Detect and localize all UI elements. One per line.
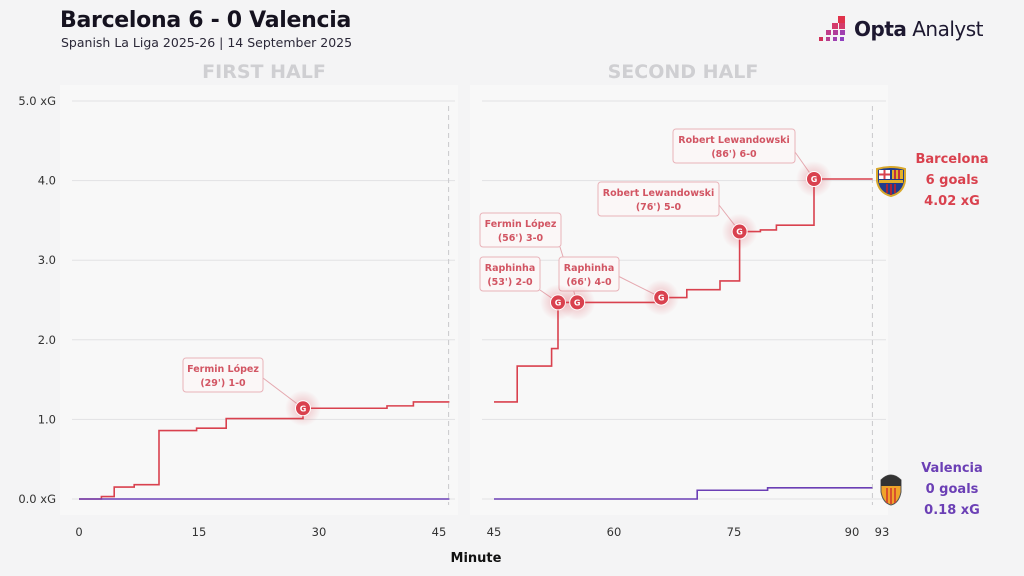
- valencia-team-name: Valencia: [921, 461, 983, 476]
- half-title: SECOND HALF: [608, 61, 759, 83]
- goal-marker-icon: [806, 171, 822, 188]
- goal-scorer: Fermin López: [485, 219, 557, 230]
- barcelona-xg-line: [494, 178, 873, 403]
- x-tick-label: 90: [845, 525, 860, 539]
- goal-minute-score: (66') 4-0: [566, 277, 612, 288]
- annotation-box: [479, 256, 541, 292]
- annotation-box: [182, 357, 264, 393]
- goal-minute-score: (76') 5-0: [636, 202, 682, 213]
- goal-marker-label: G: [658, 294, 665, 303]
- barcelona-team-name: Barcelona: [915, 152, 988, 167]
- y-tick-label: 1.0: [38, 412, 56, 426]
- crest-bat: [881, 475, 901, 486]
- valencia-total-xg: 0.18 xG: [924, 503, 980, 518]
- crest-cross: [879, 173, 890, 176]
- goal-marker-label: G: [811, 175, 818, 184]
- crest-stripes: [886, 488, 896, 504]
- annotation-box: [597, 181, 720, 217]
- valencia-goals: 0 goals: [926, 482, 979, 497]
- first-half-panel: [60, 85, 458, 515]
- x-tick-label: 75: [727, 525, 742, 539]
- y-tick-label: 3.0: [38, 253, 56, 267]
- x-tick-label: 45: [432, 525, 447, 539]
- x-tick-label: 93: [875, 525, 890, 539]
- crest-band: [879, 180, 903, 183]
- crest-stripe: [898, 170, 900, 179]
- goal-minute-score: (29') 1-0: [200, 378, 246, 389]
- goal-marker-label: G: [574, 298, 581, 307]
- annotation-box: [479, 212, 562, 248]
- x-tick-label: 45: [487, 525, 502, 539]
- opta-analyst-logo: Opta Analyst: [818, 16, 983, 42]
- y-tick-label: 0.0 xG: [18, 492, 56, 506]
- valencia-crest-icon: [880, 474, 902, 506]
- y-tick-label: 4.0: [38, 174, 56, 188]
- half-title: FIRST HALF: [202, 61, 326, 83]
- barcelona-crest-icon: [876, 166, 906, 198]
- x-tick-label: 60: [607, 525, 622, 539]
- barcelona-xg-line: [79, 401, 450, 500]
- chart-title: Barcelona 6 - 0 Valencia: [60, 8, 351, 33]
- opta-logo-icon: [819, 16, 845, 41]
- y-tick-label: 5.0 xG: [18, 94, 56, 108]
- goal-marker-label: G: [300, 404, 307, 413]
- goal-marker-label: G: [555, 298, 562, 307]
- goal-marker-icon: [731, 223, 748, 240]
- brand-name: Opta Analyst: [854, 17, 983, 41]
- goal-marker-icon: [653, 289, 670, 306]
- goal-minute-score: (86') 6-0: [711, 149, 757, 160]
- x-tick-label: 0: [75, 525, 82, 539]
- x-axis-label: Minute: [451, 551, 502, 566]
- crest-lower-stripes: [886, 184, 896, 195]
- goal-scorer: Raphinha: [564, 263, 614, 274]
- barcelona-goals: 6 goals: [926, 173, 979, 188]
- goal-marker-label: G: [736, 228, 743, 237]
- barcelona-total-xg: 4.02 xG: [924, 194, 980, 209]
- goal-scorer: Robert Lewandowski: [603, 188, 714, 199]
- crest-stripes: [892, 170, 903, 179]
- annotation-box: [672, 128, 796, 164]
- goal-marker-icon: [295, 400, 311, 417]
- x-tick-label: 15: [192, 525, 207, 539]
- x-tick-label: 30: [312, 525, 327, 539]
- crest-stripe: [894, 170, 896, 179]
- goal-scorer: Robert Lewandowski: [678, 135, 789, 146]
- y-tick-label: 2.0: [38, 333, 56, 347]
- chart-subtitle: Spanish La Liga 2025-26 | 14 September 2…: [61, 35, 353, 50]
- valencia-xg-line: [494, 487, 873, 500]
- goal-scorer: Raphinha: [485, 263, 535, 274]
- goal-marker-icon: [569, 294, 586, 311]
- goal-scorer: Fermin López: [187, 364, 259, 375]
- goal-minute-score: (56') 3-0: [498, 233, 544, 244]
- goal-minute-score: (53') 2-0: [487, 277, 533, 288]
